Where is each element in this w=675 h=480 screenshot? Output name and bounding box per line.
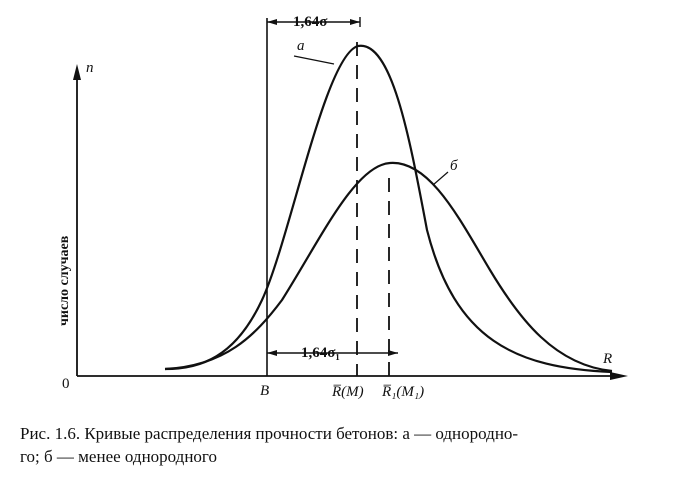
curve-a-leader xyxy=(293,55,335,65)
sigma-top-label: 1,64σ xyxy=(293,14,328,30)
sigma-bottom-label: 1,64σ₁ xyxy=(301,345,340,361)
x-axis-arrow xyxy=(610,372,628,380)
distribution-diagram: n R 0 число случаев а б B 1,64σ 1,64σ₁ R… xyxy=(57,14,628,400)
caption-line-1: Рис. 1.6. Кривые распределения прочности… xyxy=(20,424,519,443)
curve-a xyxy=(164,44,613,374)
sigma-top-arrow-right xyxy=(350,19,360,25)
curve-b-leader xyxy=(432,171,449,186)
sigma-top-arrow-left xyxy=(267,19,277,25)
y-axis-arrow xyxy=(73,64,81,80)
b-label: B xyxy=(260,383,269,399)
figure-caption: Рис. 1.6. Кривые распределения прочности… xyxy=(20,422,660,468)
mean-b-label: R̅₁(M₁) xyxy=(381,384,424,400)
origin-label: 0 xyxy=(62,376,70,392)
sigma-bottom-arrow-left xyxy=(267,350,277,356)
sigma-bottom-arrow-right xyxy=(388,350,398,356)
curve-a-label: а xyxy=(297,38,305,54)
y-axis-label: n xyxy=(86,60,94,76)
y-title: число случаев xyxy=(57,235,72,326)
x-axis-label: R xyxy=(602,351,612,367)
caption-line-2: го; б — менее однородного xyxy=(20,447,217,466)
mean-a-label: R̅(M) xyxy=(331,384,364,400)
curve-b xyxy=(164,161,613,373)
curve-b-label: б xyxy=(450,158,458,174)
